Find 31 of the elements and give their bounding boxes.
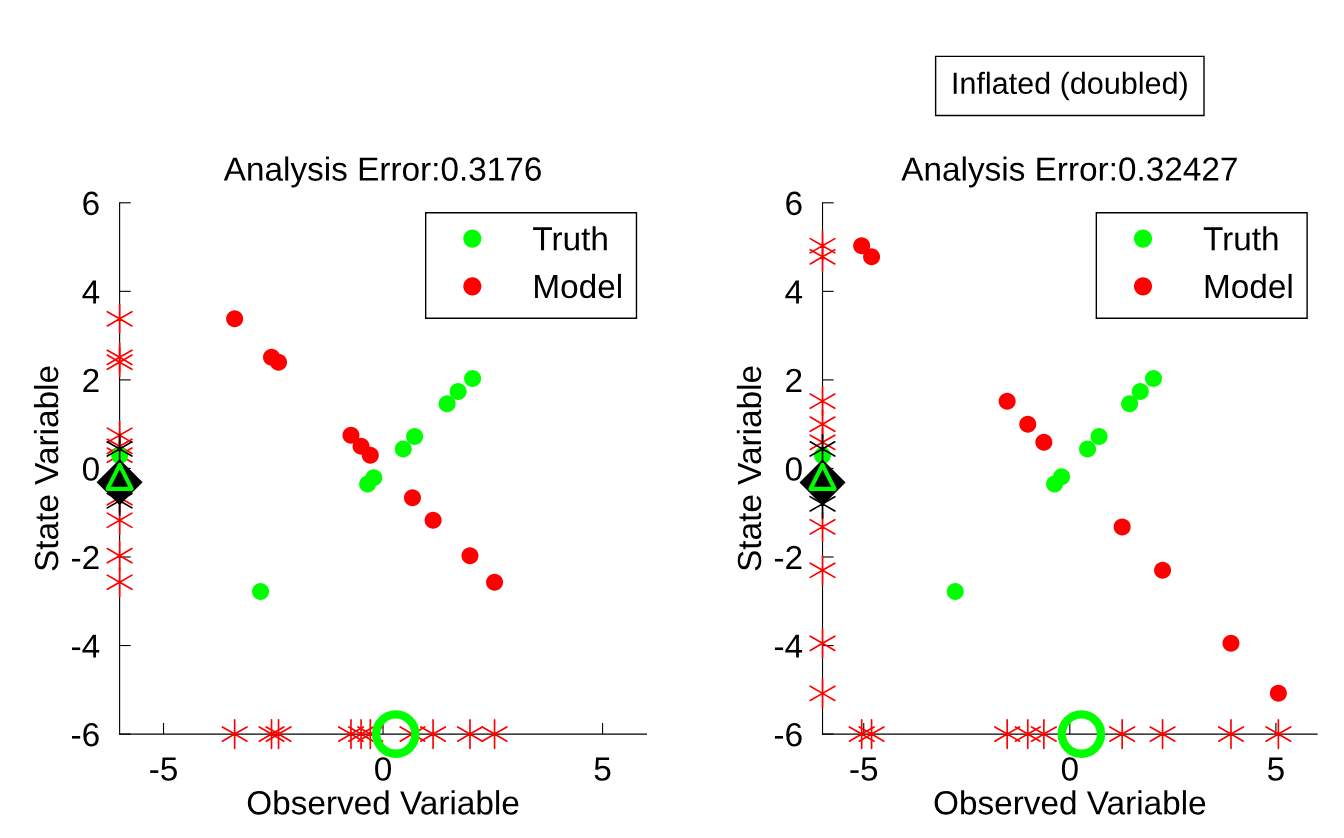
y-tick-label: -4 [72,634,100,658]
x-tick-label: 5 [594,757,611,781]
y-tick-label: 6 [83,191,99,216]
x-axis-title: Observed Variable [934,790,1206,815]
y-tick-label: 2 [83,368,99,392]
x-tick-label: -5 [150,757,177,781]
y-tick-label: 4 [785,280,803,304]
y-tick-label: -6 [72,722,99,747]
legend-label: Model [535,273,621,299]
y-tick-label: 0 [82,457,99,481]
y-tick-label: 2 [786,368,802,392]
x-tick-label: 0 [375,757,392,781]
y-tick-label: -2 [72,545,99,570]
chart-title: Analysis Error:0.32427 [901,156,1237,188]
y-tick-label: 0 [785,457,802,481]
x-axis-title: Observed Variable [247,790,519,815]
legend-label: Model [1205,273,1292,299]
x-tick-label: 0 [1061,757,1078,781]
y-tick-label: -2 [774,545,802,570]
chart-title: Analysis Error:0.3176 [223,156,541,188]
y-axis-title: State Variable [736,366,762,571]
y-tick-label: -6 [774,722,802,747]
legend-label: Truth [533,226,607,251]
y-axis-title: State Variable [33,366,59,571]
x-tick-label: -5 [850,757,878,781]
text: Inflated (doubled) [953,71,1187,101]
y-tick-label: -4 [774,634,803,658]
y-tick-label: 4 [82,280,100,304]
x-tick-label: 5 [1267,757,1284,781]
y-tick-label: 6 [786,191,802,216]
legend-label: Truth [1203,226,1278,251]
